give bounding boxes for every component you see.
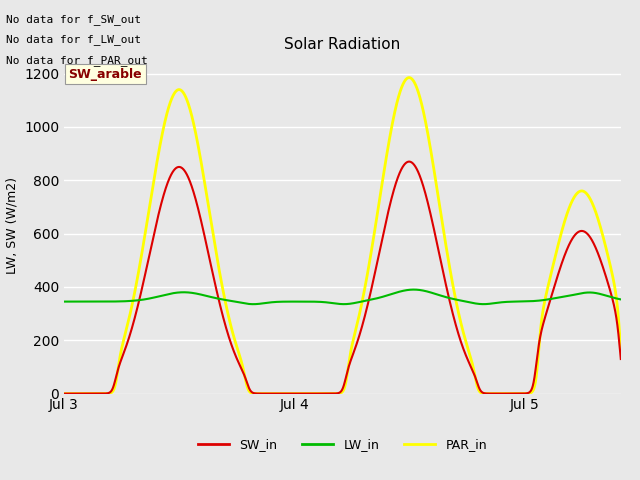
Text: No data for f_SW_out: No data for f_SW_out: [6, 14, 141, 25]
Text: SW_arable: SW_arable: [68, 68, 142, 81]
PAR_in: [405, 75, 413, 81]
Text: No data for f_PAR_out: No data for f_PAR_out: [6, 55, 148, 66]
PAR_in: [394, 96, 402, 102]
LW_in: [250, 301, 257, 307]
PAR_in: [161, 118, 169, 124]
LW_in: [394, 289, 402, 295]
Line: LW_in: LW_in: [64, 289, 621, 304]
LW_in: [476, 301, 483, 307]
Text: No data for f_LW_out: No data for f_LW_out: [6, 35, 141, 46]
SW_in: [617, 356, 625, 362]
SW_in: [394, 174, 402, 180]
SW_in: [405, 159, 413, 165]
LW_in: [422, 288, 430, 294]
LW_in: [161, 292, 169, 298]
SW_in: [422, 193, 430, 199]
LW_in: [410, 287, 417, 292]
Legend: SW_in, LW_in, PAR_in: SW_in, LW_in, PAR_in: [193, 433, 492, 456]
SW_in: [60, 391, 68, 396]
LW_in: [273, 299, 281, 305]
PAR_in: [476, 389, 483, 395]
Line: SW_in: SW_in: [64, 162, 621, 394]
SW_in: [161, 187, 169, 193]
PAR_in: [60, 391, 68, 396]
SW_in: [273, 391, 280, 396]
SW_in: [518, 391, 525, 396]
PAR_in: [422, 122, 430, 128]
LW_in: [617, 297, 625, 302]
LW_in: [60, 299, 68, 304]
Y-axis label: LW, SW (W/m2): LW, SW (W/m2): [6, 177, 19, 274]
PAR_in: [617, 348, 625, 353]
PAR_in: [518, 391, 525, 396]
SW_in: [476, 386, 483, 392]
Line: PAR_in: PAR_in: [64, 78, 621, 394]
LW_in: [518, 299, 526, 304]
Title: Solar Radiation: Solar Radiation: [284, 37, 401, 52]
PAR_in: [273, 391, 280, 396]
